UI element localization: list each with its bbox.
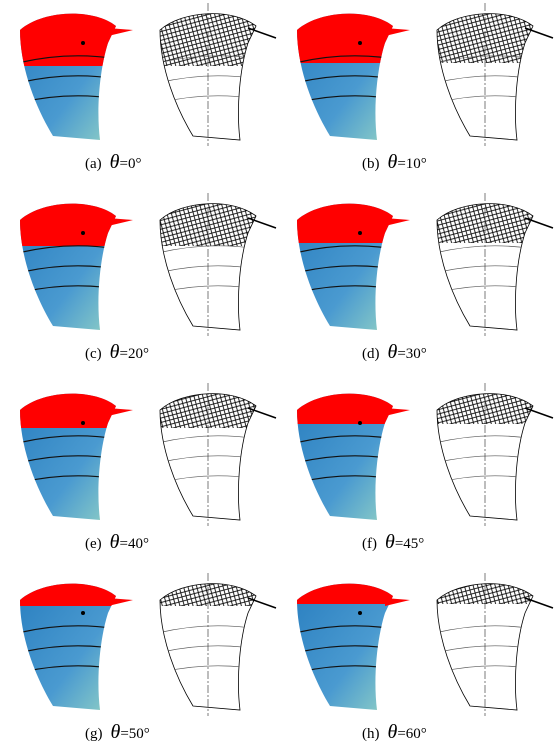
cavity-tail (108, 218, 133, 226)
panel: (a) θ=0° (8, 3, 278, 173)
cavity-region (8, 383, 138, 428)
caption-label: (a) (85, 156, 102, 172)
caption-label: (c) (85, 346, 102, 362)
caption-label: (d) (362, 346, 380, 362)
cavity-mesh (425, 193, 555, 243)
caption-angle: =60° (397, 726, 426, 742)
caption: (a) θ=0° (85, 151, 141, 173)
marker (358, 41, 362, 45)
cavity-mesh (148, 193, 278, 246)
panel: (g) θ=50° (8, 573, 278, 743)
caption: (g) θ=50° (85, 721, 150, 743)
cavity-mesh (425, 573, 555, 604)
cavity-tail (385, 598, 410, 606)
marker (81, 611, 85, 615)
cavity-tail (108, 28, 133, 36)
figure: (a)θ=0°(b)θ=10°(c)θ=20°(d)θ=30°(e)θ=40°(… (0, 0, 555, 745)
caption-symbol: θ (110, 151, 120, 173)
caption-symbol: θ (388, 721, 398, 743)
caption-label: (g) (85, 726, 103, 742)
caption-angle: =0° (119, 156, 141, 172)
panel: (f) θ=45° (285, 383, 555, 553)
cavity-tail (385, 28, 410, 36)
panel: (c) θ=20° (8, 193, 278, 363)
caption: (c) θ=20° (85, 341, 149, 363)
caption-label: (b) (362, 156, 380, 172)
caption-angle: =40° (119, 536, 148, 552)
caption-angle: =30° (397, 346, 426, 362)
cavity-mesh (425, 383, 555, 424)
cavity-tail (385, 218, 410, 226)
cavity-mesh (148, 3, 278, 66)
panel: (h) θ=60° (285, 573, 555, 743)
marker (81, 41, 85, 45)
cavity-mesh (148, 383, 278, 428)
marker (358, 421, 362, 425)
marker (358, 611, 362, 615)
caption-symbol: θ (388, 341, 398, 363)
caption-symbol: θ (110, 341, 120, 363)
caption-angle: =50° (120, 726, 149, 742)
cavity-region (8, 3, 138, 66)
caption: (b) θ=10° (362, 151, 427, 173)
caption-angle: =45° (395, 536, 424, 552)
panel: (e) θ=40° (8, 383, 278, 553)
marker (358, 231, 362, 235)
caption-label: (f) (362, 536, 377, 552)
caption: (f) θ=45° (362, 531, 424, 553)
caption-angle: =10° (397, 156, 426, 172)
caption: (h) θ=60° (362, 721, 427, 743)
caption-symbol: θ (111, 721, 121, 743)
cavity-tail (108, 408, 133, 416)
marker (81, 231, 85, 235)
caption-label: (h) (362, 726, 380, 742)
caption-symbol: θ (388, 151, 398, 173)
caption: (e) θ=40° (85, 531, 149, 553)
caption-symbol: θ (385, 531, 395, 553)
caption-symbol: θ (110, 531, 120, 553)
cavity-region (285, 193, 415, 243)
cavity-mesh (425, 3, 555, 63)
cavity-tail (108, 598, 133, 606)
panel: (d) θ=30° (285, 193, 555, 363)
panel: (b) θ=10° (285, 3, 555, 173)
caption-label: (e) (85, 536, 102, 552)
cavity-tail (385, 408, 410, 416)
cavity-region (285, 383, 415, 424)
caption-angle: =20° (119, 346, 148, 362)
caption: (d) θ=30° (362, 341, 427, 363)
marker (81, 421, 85, 425)
